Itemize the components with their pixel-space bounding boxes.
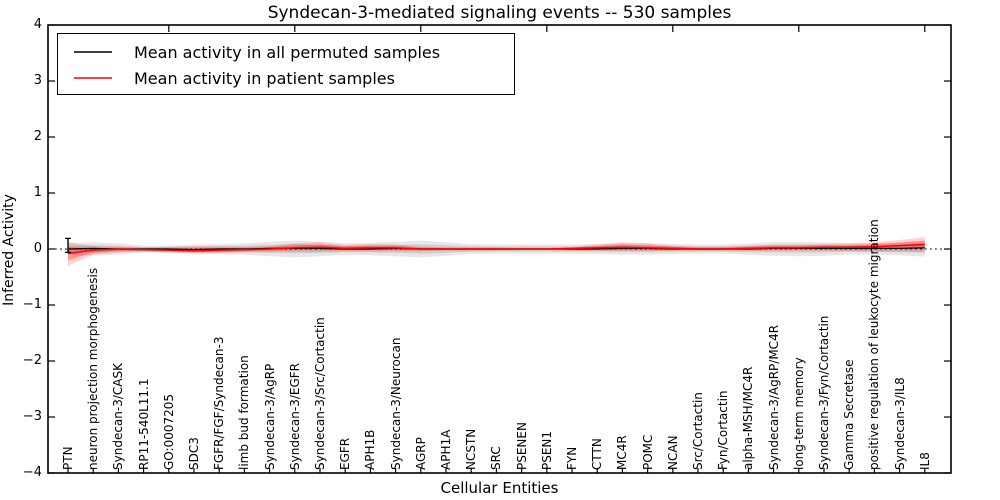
x-tick-label: IL8 [917, 452, 932, 470]
y-tick-label: −1 [22, 297, 42, 312]
x-tick-label: Src/Cortactin [691, 392, 705, 470]
y-tick-label: 0 [33, 241, 42, 256]
x-tick-label: FGFR/FGF/Syndecan-3 [212, 336, 227, 470]
x-tick-label: neuron projection morphogenesis [86, 267, 101, 470]
y-tick-label: 3 [33, 73, 42, 88]
chart-title: Syndecan-3-mediated signaling events -- … [267, 3, 732, 23]
legend-item-permuted: Mean activity in all permuted samples [58, 39, 514, 65]
legend-item-patient: Mean activity in patient samples [58, 65, 514, 91]
x-tick-label: PTN [61, 446, 75, 470]
y-tick-label: −3 [22, 409, 42, 424]
y-tick-label: 2 [33, 129, 42, 144]
legend-label-permuted: Mean activity in all permuted samples [134, 42, 441, 62]
y-tick-label: 1 [33, 185, 42, 200]
x-tick-label: Syndecan-3/CASK [111, 363, 126, 470]
x-tick-label: FYN [565, 446, 579, 470]
permuted-line-sample [74, 51, 112, 53]
x-tick-label: limb bud formation [237, 355, 252, 470]
x-tick-label: AGRP [413, 437, 428, 470]
x-tick-label: alpha-MSH/MC4R [741, 366, 756, 470]
x-tick-label: long-term memory [791, 357, 806, 470]
legend-label-patient: Mean activity in patient samples [134, 68, 395, 88]
patient-mean-line [67, 243, 925, 255]
x-tick-label: Syndecan-3/AgRP/MC4R [766, 324, 781, 470]
x-tick-label: Syndecan-3/Fyn/Cortactin [817, 315, 831, 470]
y-tick-label: −4 [22, 465, 42, 480]
x-tick-label: PSENEN [514, 422, 529, 470]
patient-line-sample [74, 77, 112, 79]
x-tick-label: Syndecan-3/Src/Cortactin [313, 317, 327, 470]
x-tick-label: positive regulation of leukocyte migrati… [867, 219, 882, 470]
x-tick-label: POMC [640, 434, 655, 470]
x-tick-label: Syndecan-3/EGFR [287, 362, 302, 470]
x-tick-label: EGFR [338, 437, 353, 470]
x-tick-label: CTTN [590, 438, 605, 470]
x-tick-label: RP11-540L11.1 [136, 378, 151, 470]
x-tick-label: NCSTN [464, 428, 479, 470]
x-tick-label: APH1A [439, 429, 453, 470]
x-tick-label: MC4R [615, 435, 630, 470]
x-tick-label: Syndecan-3/Neurocan [388, 337, 403, 470]
x-tick-label: APH1B [363, 429, 378, 470]
x-tick-label: Gamma Secretase [842, 359, 857, 470]
x-tick-label: NCAN [665, 435, 680, 470]
y-tick-label: 4 [33, 17, 42, 32]
x-tick-label: Syndecan-3/IL8 [892, 377, 907, 470]
legend: Mean activity in all permuted samples Me… [57, 33, 515, 95]
x-tick-label: SRC [489, 446, 504, 470]
x-tick-label: SDC3 [187, 437, 201, 470]
x-tick-label: PSEN1 [539, 430, 554, 470]
patient-samples-band-outer [68, 237, 925, 266]
x-axis-label: Cellular Entities [440, 479, 559, 497]
y-tick-label: −2 [22, 353, 42, 368]
x-tick-label: GO:0007205 [161, 393, 176, 470]
x-tick-label: Syndecan-3/AgRP [262, 363, 277, 470]
x-tick-label: Fyn/Cortactin [716, 390, 731, 470]
